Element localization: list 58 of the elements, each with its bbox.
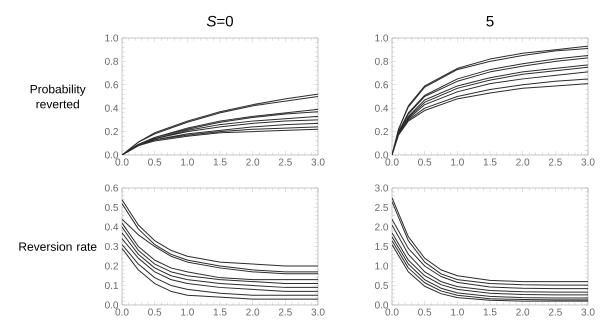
y-tick-label: 1.0 [375, 34, 388, 42]
x-tick-label: 0.5 [148, 158, 162, 166]
y-tick-label: 0.4 [374, 104, 388, 112]
y-tick-label: 1.5 [375, 242, 388, 250]
y-tick-label: 0.6 [104, 184, 118, 192]
x-tick-label: 3.0 [311, 158, 325, 166]
x-tick-label: 0.5 [418, 308, 432, 316]
x-tick-label: 1.5 [214, 158, 227, 166]
y-tick-label: 0.1 [104, 282, 118, 290]
x-tick-label: 0.5 [148, 308, 162, 316]
y-axis-title: Probability reverted [30, 84, 86, 108]
y-tick-label: 2.5 [375, 204, 388, 212]
chart-title: 5 [486, 16, 494, 26]
x-tick-label: 3.0 [581, 308, 595, 316]
x-tick-label: 1.5 [484, 158, 497, 166]
y-tick-label: 1.0 [375, 262, 388, 270]
y-tick-label: 0.2 [104, 262, 118, 270]
x-tick-label: 2.5 [548, 158, 562, 166]
x-tick-label: 2.0 [516, 158, 530, 166]
x-tick-label: 2.5 [548, 308, 562, 316]
x-tick-label: 1.0 [181, 158, 194, 166]
x-tick-label: 0.0 [115, 308, 129, 316]
y-tick-label: 0.0 [104, 301, 118, 309]
x-tick-label: 0.0 [385, 308, 399, 316]
y-tick-label: 0.0 [104, 151, 118, 159]
y-tick-label: 0.0 [374, 301, 388, 309]
y-tick-label: 0.0 [374, 151, 388, 159]
x-tick-label: 2.0 [246, 158, 260, 166]
y-tick-label: 0.4 [104, 223, 118, 231]
x-tick-label: 3.0 [311, 308, 325, 316]
x-tick-label: 2.5 [278, 158, 292, 166]
y-tick-label: 2.0 [375, 223, 388, 231]
y-tick-label: 0.2 [104, 128, 118, 136]
x-tick-label: 3.0 [581, 158, 595, 166]
x-tick-label: 1.5 [214, 308, 227, 316]
x-tick-label: 1.0 [181, 308, 194, 316]
y-tick-label: 0.6 [374, 81, 388, 88]
y-tick-label: 0.6 [104, 81, 118, 88]
x-tick-label: 2.0 [246, 308, 260, 316]
x-tick-label: 2.5 [278, 308, 292, 316]
y-axis-title: Reversion rate [19, 242, 96, 251]
y-tick-label: 0.5 [104, 204, 118, 212]
y-tick-label: 0.2 [374, 128, 388, 136]
y-tick-label: 1.0 [105, 34, 118, 42]
y-tick-label: 0.8 [374, 58, 388, 65]
x-tick-label: 1.0 [451, 308, 464, 316]
y-tick-label: 0.3 [104, 242, 118, 250]
x-tick-label: 1.0 [451, 158, 464, 166]
x-tick-label: 1.5 [484, 308, 497, 316]
y-tick-label: 0.5 [374, 282, 388, 290]
y-tick-label: 0.8 [104, 58, 118, 65]
x-tick-label: 0.0 [385, 158, 399, 166]
y-tick-label: 0.4 [104, 104, 118, 112]
y-tick-label: 3.0 [374, 184, 388, 192]
x-tick-label: 0.5 [418, 158, 432, 166]
chart-title: S=0 [206, 16, 233, 26]
x-tick-label: 0.0 [115, 158, 129, 166]
x-tick-label: 2.0 [516, 308, 530, 316]
